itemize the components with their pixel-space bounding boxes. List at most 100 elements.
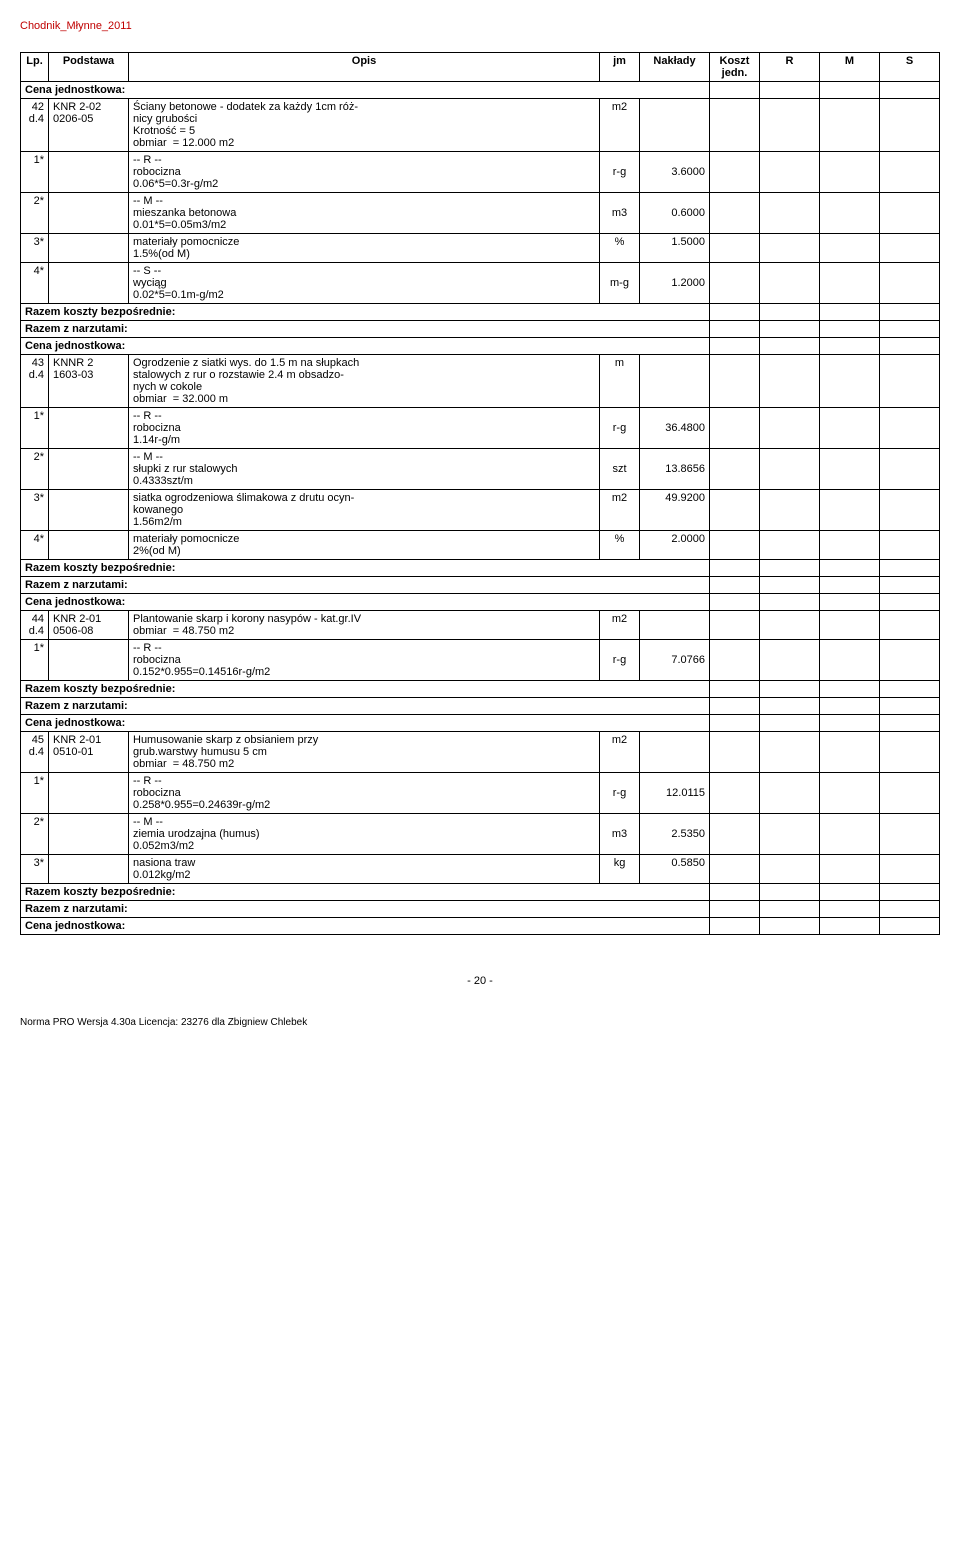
- empty-cell: [760, 193, 820, 234]
- pod-cell: [49, 855, 129, 884]
- nak-cell: 3.6000: [640, 152, 710, 193]
- empty-cell: [710, 855, 760, 884]
- sub-row: 3*nasiona traw 0.012kg/m2kg0.5850: [21, 855, 940, 884]
- empty-cell: [880, 594, 940, 611]
- lp-cell: 2*: [21, 814, 49, 855]
- pod-cell: [49, 234, 129, 263]
- sub-row: 1*-- R -- robocizna 0.06*5=0.3r-g/m2 r-g…: [21, 152, 940, 193]
- cena-row: Cena jednostkowa:: [21, 918, 940, 935]
- nak-cell: [640, 611, 710, 640]
- empty-cell: [820, 884, 880, 901]
- empty-cell: [880, 99, 940, 152]
- col-podstawa: Podstawa: [49, 53, 129, 82]
- sub-row: 1*-- R -- robocizna 1.14r-g/m r-g 36.480…: [21, 408, 940, 449]
- empty-cell: [710, 901, 760, 918]
- empty-cell: [760, 918, 820, 935]
- empty-cell: [710, 698, 760, 715]
- jm-cell: r-g: [600, 773, 640, 814]
- jm-cell: m2: [600, 611, 640, 640]
- label-cell: Razem z narzutami:: [21, 698, 710, 715]
- empty-cell: [880, 193, 940, 234]
- pod-cell: [49, 193, 129, 234]
- sub-row: 4*-- S -- wyciąg 0.02*5=0.1m-g/m2 m-g 1.…: [21, 263, 940, 304]
- footer-text: Norma PRO Wersja 4.30a Licencja: 23276 d…: [20, 1017, 940, 1028]
- empty-cell: [820, 698, 880, 715]
- nak-cell: 7.0766: [640, 640, 710, 681]
- empty-cell: [760, 560, 820, 577]
- label-cell: Razem z narzutami:: [21, 577, 710, 594]
- empty-cell: [710, 490, 760, 531]
- label-cell: Cena jednostkowa:: [21, 82, 710, 99]
- empty-cell: [760, 263, 820, 304]
- empty-cell: [710, 594, 760, 611]
- label-cell: Razem z narzutami:: [21, 321, 710, 338]
- label-cell: Cena jednostkowa:: [21, 594, 710, 611]
- empty-cell: [710, 449, 760, 490]
- empty-cell: [760, 408, 820, 449]
- nak-cell: 13.8656: [640, 449, 710, 490]
- sub-row: 3*siatka ogrodzeniowa ślimakowa z drutu …: [21, 490, 940, 531]
- empty-cell: [760, 901, 820, 918]
- empty-cell: [820, 715, 880, 732]
- lp-cell: 1*: [21, 773, 49, 814]
- cena-row: Cena jednostkowa:: [21, 338, 940, 355]
- empty-cell: [880, 901, 940, 918]
- podstawa-cell: KNR 2-020206-05: [49, 99, 129, 152]
- empty-cell: [880, 355, 940, 408]
- empty-cell: [820, 594, 880, 611]
- empty-cell: [710, 152, 760, 193]
- empty-cell: [880, 338, 940, 355]
- empty-cell: [760, 99, 820, 152]
- label-cell: Razem koszty bezpośrednie:: [21, 884, 710, 901]
- empty-cell: [760, 82, 820, 99]
- sub-row: 2*-- M -- słupki z rur stalowych 0.4333s…: [21, 449, 940, 490]
- doc-title: Chodnik_Młynne_2011: [20, 20, 940, 32]
- empty-cell: [880, 855, 940, 884]
- empty-cell: [760, 355, 820, 408]
- empty-cell: [820, 901, 880, 918]
- empty-cell: [820, 855, 880, 884]
- empty-cell: [880, 698, 940, 715]
- opis-cell: -- R -- robocizna 1.14r-g/m: [129, 408, 600, 449]
- lp-cell: 2*: [21, 193, 49, 234]
- nak-cell: 49.9200: [640, 490, 710, 531]
- jm-cell: m2: [600, 732, 640, 773]
- empty-cell: [820, 577, 880, 594]
- col-lp: Lp.: [21, 53, 49, 82]
- jm-cell: m2: [600, 99, 640, 152]
- label-cell: Cena jednostkowa:: [21, 338, 710, 355]
- col-opis: Opis: [129, 53, 600, 82]
- empty-cell: [820, 918, 880, 935]
- empty-cell: [710, 577, 760, 594]
- empty-cell: [820, 355, 880, 408]
- item-row: 45d.4KNR 2-010510-01Humusowanie skarp z …: [21, 732, 940, 773]
- empty-cell: [760, 814, 820, 855]
- empty-cell: [760, 715, 820, 732]
- col-m: M: [820, 53, 880, 82]
- empty-cell: [880, 152, 940, 193]
- empty-cell: [760, 304, 820, 321]
- empty-cell: [760, 321, 820, 338]
- empty-cell: [880, 814, 940, 855]
- empty-cell: [760, 338, 820, 355]
- empty-cell: [710, 304, 760, 321]
- empty-cell: [820, 304, 880, 321]
- empty-cell: [820, 82, 880, 99]
- nak-cell: [640, 355, 710, 408]
- empty-cell: [880, 263, 940, 304]
- empty-cell: [710, 99, 760, 152]
- opis-cell: -- R -- robocizna 0.06*5=0.3r-g/m2: [129, 152, 600, 193]
- empty-cell: [710, 531, 760, 560]
- nak-cell: 1.5000: [640, 234, 710, 263]
- opis-cell: -- R -- robocizna 0.258*0.955=0.24639r-g…: [129, 773, 600, 814]
- empty-cell: [820, 338, 880, 355]
- empty-cell: [760, 698, 820, 715]
- empty-cell: [880, 408, 940, 449]
- empty-cell: [880, 577, 940, 594]
- podstawa-cell: KNR 2-010506-08: [49, 611, 129, 640]
- jm-cell: m2: [600, 490, 640, 531]
- cena-row: Cena jednostkowa:: [21, 82, 940, 99]
- empty-cell: [880, 304, 940, 321]
- empty-cell: [880, 681, 940, 698]
- cost-table: Lp. Podstawa Opis jm Nakłady Koszt jedn.…: [20, 52, 940, 935]
